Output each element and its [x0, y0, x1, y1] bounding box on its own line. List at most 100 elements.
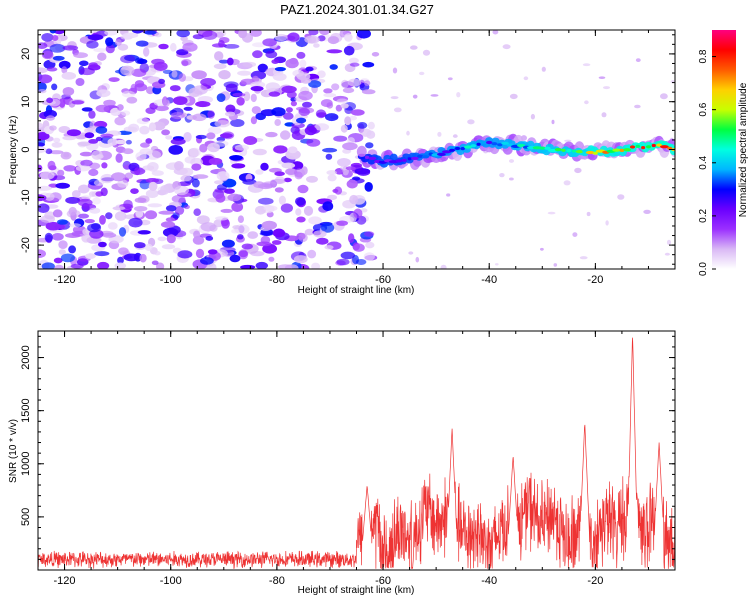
spectrogram-cell — [160, 185, 170, 195]
spectrogram-cell — [182, 42, 198, 52]
spectrogram-cell — [333, 135, 348, 142]
spectrogram-cell — [572, 232, 578, 238]
spectrogram-cell — [242, 61, 257, 68]
spectrogram-cell — [114, 262, 127, 269]
spectrogram-cell — [103, 99, 116, 107]
spectrogram-cell — [325, 113, 339, 122]
spectrogram-cell — [86, 40, 99, 49]
spectrogram-cell — [509, 177, 514, 181]
spectrogram-cell — [258, 197, 274, 205]
spectrogram-cell — [168, 225, 181, 235]
spectrogram-cell — [342, 87, 355, 94]
spectrogram-cell — [44, 192, 55, 201]
spectrogram-cell — [124, 172, 134, 180]
colorbar-scale — [712, 30, 736, 269]
spectrogram-cell — [38, 67, 48, 74]
spectrogram-cell — [308, 80, 322, 88]
spectrogram-cell — [170, 42, 177, 52]
spectrogram-cell — [540, 247, 544, 251]
signal-ridge — [356, 133, 675, 171]
spectrogram-cell — [139, 125, 150, 135]
spectrogram-cell — [134, 206, 148, 212]
spectrogram-cell — [137, 230, 151, 235]
spectrogram-cell — [183, 204, 190, 210]
spectrogram-cell — [183, 106, 193, 111]
spectrogram-cell — [603, 86, 610, 90]
spectrogram-cell — [207, 142, 220, 153]
spectrogram-cell — [88, 191, 96, 198]
spectrogram-cell — [257, 63, 268, 73]
spectrogram-cell — [298, 232, 308, 243]
spectrogram-cell — [281, 162, 296, 169]
spectrogram-cell — [131, 30, 144, 34]
x-tick-label: -80 — [269, 274, 285, 286]
spectrogram-cell — [111, 172, 126, 182]
spectrogram-cell — [88, 139, 99, 144]
spectrogram-cell — [131, 68, 147, 78]
spectrogram-cell — [290, 101, 297, 107]
ridge-cell — [364, 155, 370, 159]
spectrogram-cell — [371, 52, 380, 57]
snr-ylabel: SNR (10 * v/v) — [8, 419, 19, 483]
spectrogram-cell — [165, 135, 173, 140]
spectrogram-cell — [271, 240, 282, 245]
page-title: PAZ1.2024.301.01.34.G27 — [280, 2, 434, 17]
spectrogram-cell — [134, 167, 141, 176]
spectrogram-cell — [393, 107, 402, 113]
spectrogram-cell — [123, 199, 133, 210]
spectrogram-cell — [342, 142, 358, 151]
spectrogram-cell — [327, 174, 337, 182]
spectrogram-cell — [586, 211, 591, 217]
spectrogram-cell — [232, 92, 246, 97]
x-tick-label: -100 — [160, 274, 182, 286]
spectrogram-cell — [242, 179, 257, 185]
spectrogram-cell — [148, 181, 158, 191]
spectrogram-cell — [78, 198, 93, 207]
x-tick-label: -80 — [269, 575, 285, 587]
ridge-cell — [449, 148, 456, 152]
spectrogram-cell — [274, 33, 288, 42]
spectrogram-cell — [307, 249, 317, 259]
spectrogram-cell — [100, 187, 108, 197]
spectrogram-cell — [193, 208, 201, 216]
spectrogram-cell — [322, 201, 334, 212]
ridge-cell — [395, 159, 403, 163]
spectrogram-cell — [214, 120, 230, 128]
spectrogram-cell — [41, 50, 54, 60]
spectrogram-cell — [117, 130, 132, 135]
spectrogram-cell — [116, 104, 124, 111]
spectrogram-cell — [547, 211, 556, 215]
spectrogram-cell — [361, 89, 376, 95]
spectrogram-cell — [363, 231, 375, 237]
spectrogram-cell — [348, 57, 359, 64]
spectrogram-cell — [45, 115, 55, 121]
ridge-cell — [389, 153, 398, 162]
spectrogram-cell — [71, 100, 85, 105]
spectrogram-cell — [68, 245, 76, 254]
spectrogram-cell — [287, 32, 300, 42]
spectrogram-cell — [408, 251, 414, 255]
spectrogram-cell — [179, 167, 194, 177]
spectrogram-cell — [189, 147, 201, 157]
spectrogram-cell — [229, 254, 241, 263]
ridge-cell — [358, 153, 366, 157]
spectrogram-cell — [53, 30, 66, 35]
spectrogram-cell — [195, 134, 207, 140]
spectrogram-cell — [278, 264, 293, 269]
spectrogram-cell — [252, 148, 267, 156]
spectrogram-cell — [87, 223, 102, 233]
ridge-cell — [571, 149, 577, 153]
spectrogram-cell — [60, 151, 72, 160]
spectrogram-cell — [213, 63, 227, 70]
spectrogram-cell — [101, 162, 108, 169]
spectrogram-cell — [584, 100, 589, 105]
spectrogram-cell — [43, 109, 57, 119]
ridge-cell — [470, 144, 477, 148]
spectrogram-cell — [108, 77, 120, 82]
spectrogram-cell — [188, 87, 200, 98]
spectrogram-cell — [437, 131, 442, 137]
spectrogram-cell — [229, 155, 243, 161]
spectrogram-cell — [122, 32, 139, 39]
spectrogram-cell — [114, 116, 126, 126]
spectrogram-cell — [166, 234, 176, 244]
